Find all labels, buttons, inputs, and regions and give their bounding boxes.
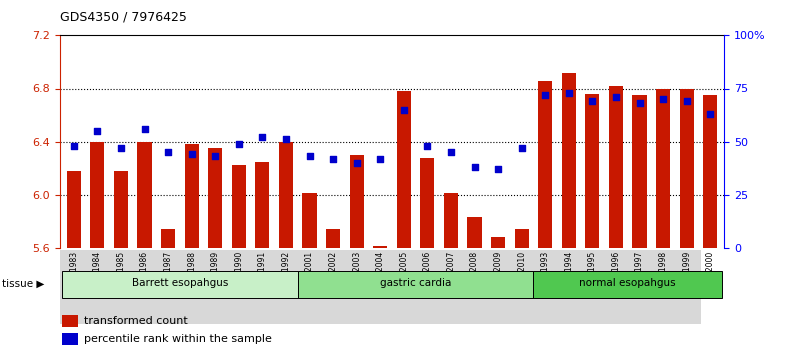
Point <box>350 160 363 166</box>
Bar <box>62 333 78 345</box>
Text: GSM852000: GSM852000 <box>706 251 715 297</box>
Point <box>633 101 646 106</box>
Text: GSM852004: GSM852004 <box>376 251 384 297</box>
Text: GSM851983: GSM851983 <box>69 251 78 297</box>
Bar <box>185 144 199 248</box>
Point <box>610 94 622 100</box>
Point <box>397 107 410 113</box>
Text: GSM851996: GSM851996 <box>611 251 620 297</box>
Bar <box>562 73 576 248</box>
Text: GSM851985: GSM851985 <box>116 251 126 297</box>
Bar <box>326 229 340 248</box>
Text: GSM851990: GSM851990 <box>234 251 244 297</box>
Point <box>232 141 245 147</box>
Text: percentile rank within the sample: percentile rank within the sample <box>84 334 271 344</box>
Point <box>704 111 716 117</box>
Text: GSM852005: GSM852005 <box>400 251 408 297</box>
Bar <box>62 270 298 298</box>
Point <box>68 143 80 149</box>
Bar <box>209 148 222 248</box>
Text: GSM851984: GSM851984 <box>93 251 102 297</box>
Text: normal esopahgus: normal esopahgus <box>579 279 676 289</box>
Bar <box>302 193 317 248</box>
Point <box>326 156 339 161</box>
Bar <box>656 88 670 248</box>
Text: GSM851987: GSM851987 <box>164 251 173 297</box>
Bar <box>373 246 388 248</box>
Text: GSM851992: GSM851992 <box>282 251 291 297</box>
Bar <box>161 229 175 248</box>
Text: GSM851991: GSM851991 <box>258 251 267 297</box>
Point <box>421 143 434 149</box>
Text: GSM852008: GSM852008 <box>470 251 479 297</box>
Bar <box>279 142 293 248</box>
Bar <box>90 142 104 248</box>
Bar <box>609 86 623 248</box>
Text: gastric cardia: gastric cardia <box>380 279 451 289</box>
Point <box>374 156 387 161</box>
Text: GSM852007: GSM852007 <box>447 251 455 297</box>
Bar <box>420 158 435 248</box>
Point <box>681 98 693 104</box>
FancyBboxPatch shape <box>60 250 700 324</box>
Bar <box>533 270 722 298</box>
Text: GSM851993: GSM851993 <box>540 251 550 297</box>
Text: GDS4350 / 7976425: GDS4350 / 7976425 <box>60 11 186 24</box>
Bar <box>514 229 529 248</box>
Point <box>162 149 174 155</box>
Point <box>303 154 316 159</box>
Point <box>586 98 599 104</box>
Text: GSM851986: GSM851986 <box>140 251 149 297</box>
Point <box>657 96 669 102</box>
Point <box>185 152 198 157</box>
Point <box>563 90 576 96</box>
Bar <box>633 95 646 248</box>
Text: GSM852010: GSM852010 <box>517 251 526 297</box>
Point <box>279 137 292 142</box>
Point <box>91 128 103 134</box>
Point <box>492 166 505 172</box>
Bar <box>703 95 717 248</box>
Bar <box>467 217 482 248</box>
Bar <box>114 171 128 248</box>
Text: GSM851989: GSM851989 <box>211 251 220 297</box>
Text: GSM851997: GSM851997 <box>635 251 644 297</box>
Text: GSM851999: GSM851999 <box>682 251 691 297</box>
Bar <box>680 88 694 248</box>
Text: transformed count: transformed count <box>84 316 187 326</box>
Bar <box>585 94 599 248</box>
Point <box>445 149 458 155</box>
Text: GSM852001: GSM852001 <box>305 251 314 297</box>
Bar <box>256 161 270 248</box>
Bar <box>138 142 151 248</box>
Text: GSM851994: GSM851994 <box>564 251 573 297</box>
Text: GSM852002: GSM852002 <box>329 251 338 297</box>
Text: GSM852003: GSM852003 <box>352 251 361 297</box>
Bar <box>444 193 458 248</box>
Point <box>468 164 481 170</box>
Text: GSM851995: GSM851995 <box>588 251 597 297</box>
Point <box>256 135 269 140</box>
Text: GSM852009: GSM852009 <box>494 251 502 297</box>
Bar <box>491 237 505 248</box>
Point <box>139 126 151 132</box>
Text: tissue ▶: tissue ▶ <box>2 279 45 289</box>
Bar <box>67 171 81 248</box>
Text: GSM851988: GSM851988 <box>187 251 196 297</box>
Text: Barrett esopahgus: Barrett esopahgus <box>131 279 228 289</box>
Point <box>115 145 127 151</box>
Point <box>539 92 552 98</box>
Bar <box>349 155 364 248</box>
Text: GSM852006: GSM852006 <box>423 251 432 297</box>
Bar <box>62 315 78 327</box>
Bar <box>538 80 552 248</box>
Bar <box>396 91 411 248</box>
Point <box>515 145 528 151</box>
Point <box>209 154 221 159</box>
Bar <box>232 165 246 248</box>
Bar <box>298 270 533 298</box>
Text: GSM851998: GSM851998 <box>658 251 668 297</box>
